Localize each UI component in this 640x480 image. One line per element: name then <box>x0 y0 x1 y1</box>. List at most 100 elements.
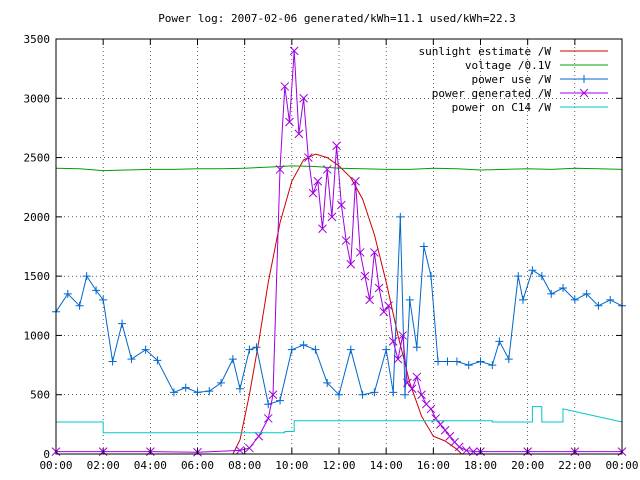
data-point-power-generated-w <box>388 337 398 346</box>
x-tick-label: 18:00 <box>464 459 497 472</box>
x-tick-label: 16:00 <box>417 459 450 472</box>
data-point-power-use-w <box>228 355 237 364</box>
data-point-power-use-w <box>287 345 296 354</box>
data-point-power-use-w <box>276 396 285 405</box>
data-point-power-generated-w <box>254 431 264 441</box>
data-point-power-generated-w <box>374 283 384 293</box>
data-point-power-generated-w <box>351 176 360 186</box>
data-point-power-generated-w <box>322 165 332 174</box>
y-tick-label: 500 <box>30 389 50 402</box>
data-point-power-generated-w <box>384 301 393 311</box>
data-point-power-generated-w <box>318 224 327 234</box>
data-point-power-use-w <box>205 387 214 396</box>
data-point-power-generated-w <box>303 153 313 162</box>
data-point-power-generated-w <box>313 176 323 186</box>
data-point-power-generated-w <box>454 442 464 452</box>
series-voltage-0-1v <box>55 165 623 172</box>
series-power-on-c14-w <box>56 406 623 434</box>
x-tick-label: 02:00 <box>87 459 120 472</box>
axis-ticks: 0 500 1000 1500 2000 2500 3000 3500 00:00 02:00 04… <box>24 33 639 472</box>
data-point-power-use-w <box>323 378 332 387</box>
data-point-power-use-w <box>514 272 523 281</box>
data-point-power-use-w <box>382 345 391 354</box>
data-point-power-generated-w <box>332 141 341 151</box>
x-tick-label: 00:00 <box>39 459 72 472</box>
legend-marker <box>580 75 588 83</box>
data-point-power-generated-w <box>398 331 408 340</box>
data-point-power-use-w <box>452 357 461 366</box>
legend-label: voltage /0.1V <box>465 59 551 72</box>
data-point-power-generated-w <box>436 420 445 429</box>
data-point-power-generated-w <box>280 82 290 91</box>
data-point-power-generated-w <box>299 93 308 103</box>
legend-label: power on C14 /W <box>452 101 552 114</box>
x-tick-label: 08:00 <box>228 459 261 472</box>
data-point-power-use-w <box>217 378 226 387</box>
data-point-power-generated-w <box>370 248 379 257</box>
data-point-power-use-w <box>537 272 546 281</box>
x-tick-label: 10:00 <box>275 459 308 472</box>
data-point-power-use-w <box>252 343 261 352</box>
series-line-voltage-0-1v <box>55 165 623 172</box>
data-point-power-use-w <box>358 390 367 399</box>
x-tick-label: 14:00 <box>370 459 403 472</box>
data-point-power-generated-w <box>417 390 426 400</box>
data-point-power-generated-w <box>268 390 278 400</box>
data-point-power-use-w <box>547 289 556 298</box>
data-point-power-use-w <box>193 388 202 397</box>
data-point-power-generated-w <box>360 271 370 281</box>
data-point-power-use-w <box>99 295 108 304</box>
data-point-power-use-w <box>127 355 136 364</box>
data-point-power-use-w <box>606 295 615 304</box>
data-point-power-use-w <box>528 266 537 275</box>
series-power-use-w <box>52 212 626 409</box>
legend-label: power use /W <box>472 73 552 86</box>
data-point-power-use-w <box>401 390 410 399</box>
data-point-power-generated-w <box>337 200 346 210</box>
data-point-power-use-w <box>92 286 101 295</box>
legend-label: sunlight estimate /W <box>419 45 552 58</box>
x-tick-label: 12:00 <box>322 459 355 472</box>
data-point-power-use-w <box>169 388 178 397</box>
data-point-power-use-w <box>464 361 473 370</box>
data-point-power-generated-w <box>355 248 365 257</box>
data-point-power-use-w <box>75 301 84 310</box>
data-point-power-generated-w <box>275 165 285 174</box>
data-point-power-use-w <box>582 289 591 298</box>
data-point-power-use-w <box>559 284 568 292</box>
data-point-power-generated-w <box>263 414 273 423</box>
x-tick-label: 20:00 <box>511 459 544 472</box>
data-point-power-use-w <box>153 356 162 365</box>
data-point-power-generated-w <box>440 425 450 435</box>
data-point-power-use-w <box>476 357 485 366</box>
x-tick-label: 00:00 <box>605 459 638 472</box>
y-tick-label: 0 <box>43 448 50 461</box>
data-point-power-generated-w <box>403 378 412 388</box>
data-point-power-use-w <box>118 319 127 328</box>
y-tick-label: 2500 <box>24 152 51 165</box>
series-line-power-on-c14-w <box>56 406 623 434</box>
y-tick-label: 1000 <box>24 329 51 342</box>
data-point-power-use-w <box>389 388 398 397</box>
data-point-power-use-w <box>82 272 91 281</box>
data-point-power-use-w <box>434 357 443 366</box>
data-point-power-generated-w <box>407 384 417 394</box>
data-point-power-generated-w <box>461 446 471 455</box>
data-point-power-generated-w <box>245 443 254 453</box>
x-tick-label: 04:00 <box>134 459 167 472</box>
data-point-power-generated-w <box>327 212 337 222</box>
data-point-power-use-w <box>405 295 414 304</box>
data-point-power-generated-w <box>426 404 436 414</box>
data-point-power-use-w <box>370 388 379 397</box>
data-point-power-use-w <box>426 272 435 281</box>
data-point-power-generated-w <box>235 446 245 455</box>
data-point-power-use-w <box>311 345 320 354</box>
legend-label: power generated /W <box>432 87 552 100</box>
data-point-power-use-w <box>181 383 190 392</box>
data-point-power-generated-w <box>285 117 294 127</box>
data-point-power-use-w <box>108 357 117 366</box>
data-point-power-generated-w <box>346 259 356 269</box>
data-point-power-generated-w <box>294 129 304 139</box>
data-point-power-use-w <box>419 242 428 251</box>
data-point-power-generated-w <box>412 372 422 382</box>
